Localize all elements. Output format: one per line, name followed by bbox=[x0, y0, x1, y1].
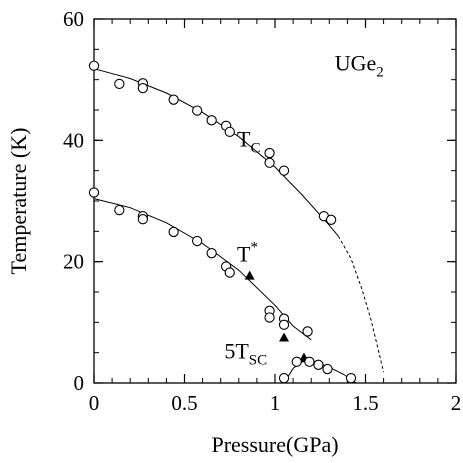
x-axis-label: Pressure(GPa) bbox=[211, 432, 338, 457]
fit-line bbox=[93, 198, 312, 341]
data-point-circle bbox=[345, 372, 357, 384]
data-point-circle bbox=[224, 126, 235, 137]
data-point-circle bbox=[88, 187, 100, 198]
annotation-tsc: 5TSC bbox=[224, 339, 267, 369]
annotations: UGe2 TC T* 5TSC bbox=[224, 51, 383, 369]
data-point-circle bbox=[192, 105, 203, 116]
x-tick-label: 0.5 bbox=[171, 391, 197, 415]
data-point-circle bbox=[206, 115, 217, 126]
data-point-circle bbox=[114, 204, 125, 216]
data-point-circle bbox=[304, 356, 315, 367]
fit-line bbox=[93, 68, 339, 237]
data-point-circle bbox=[137, 214, 149, 225]
data-point-circle bbox=[278, 165, 290, 176]
y-tick-label: 40 bbox=[63, 128, 84, 152]
axis-ticks bbox=[93, 18, 457, 384]
data-point-circle bbox=[264, 147, 275, 159]
x-tick-label: 1.5 bbox=[352, 391, 378, 415]
data-point-circle bbox=[322, 363, 333, 375]
data-point-circle bbox=[264, 312, 275, 323]
data-point-circle bbox=[168, 226, 179, 238]
y-tick-label: 60 bbox=[63, 7, 84, 31]
x-tick-label: 1 bbox=[270, 391, 281, 415]
fit-lines bbox=[93, 68, 385, 384]
fit-line-dashed bbox=[337, 235, 385, 373]
y-tick-label: 0 bbox=[74, 371, 85, 395]
data-point-circle bbox=[224, 267, 235, 278]
data-point-circle bbox=[264, 157, 275, 168]
data-point-circle bbox=[114, 78, 125, 90]
data-point-circle bbox=[206, 248, 217, 259]
plot-frame bbox=[93, 18, 457, 384]
data-point-circle bbox=[168, 94, 179, 105]
annotation-compound: UGe2 bbox=[335, 51, 384, 81]
y-tick-label: 20 bbox=[63, 250, 84, 274]
data-point-circle bbox=[313, 359, 324, 370]
data-point-circle bbox=[291, 356, 302, 367]
data-point-circle bbox=[325, 214, 337, 225]
data-point-triangle bbox=[244, 270, 255, 280]
data-point-circle bbox=[302, 326, 313, 337]
data-point-circle bbox=[192, 235, 203, 247]
x-tick-label: 2 bbox=[451, 391, 462, 415]
data-point-circle bbox=[278, 319, 290, 330]
data-points bbox=[88, 60, 357, 384]
y-axis-label: Temperature (K) bbox=[6, 128, 31, 275]
x-tick-label: 0 bbox=[89, 391, 100, 415]
data-point-triangle bbox=[279, 332, 290, 342]
annotation-tstar: T* bbox=[237, 240, 258, 267]
data-point-circle bbox=[88, 60, 100, 71]
data-point-circle bbox=[137, 83, 149, 94]
annotation-tc: TC bbox=[237, 126, 260, 156]
data-point-circle bbox=[278, 372, 290, 384]
